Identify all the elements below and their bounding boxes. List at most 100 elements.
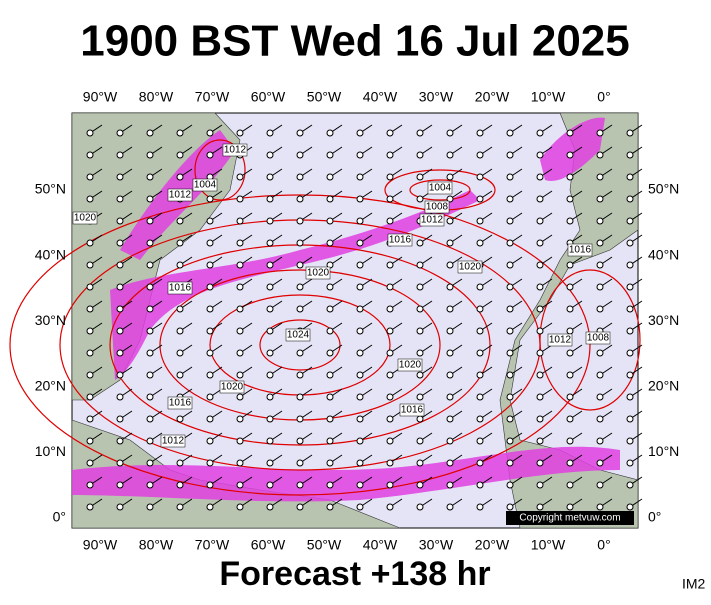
forecast-label: Forecast +138 hr	[219, 555, 490, 593]
station	[386, 327, 394, 335]
station	[116, 327, 124, 335]
station	[536, 129, 544, 137]
station	[86, 195, 94, 203]
isobar-label-bg	[397, 358, 423, 372]
station	[446, 261, 454, 269]
station	[446, 371, 454, 379]
station	[236, 283, 244, 291]
isobar-label-bg	[427, 181, 453, 195]
station	[416, 173, 424, 181]
station	[116, 481, 124, 489]
station	[326, 437, 334, 445]
station	[506, 481, 514, 489]
station	[326, 503, 334, 511]
station	[356, 415, 364, 423]
station	[536, 283, 544, 291]
station	[476, 151, 484, 159]
station	[536, 195, 544, 203]
station	[326, 239, 334, 247]
station	[386, 129, 394, 137]
station	[326, 195, 334, 203]
isobar-label-bg	[585, 331, 611, 345]
station	[596, 261, 604, 269]
station	[476, 129, 484, 137]
station	[626, 151, 634, 159]
station	[536, 371, 544, 379]
station	[296, 305, 304, 313]
station	[566, 305, 574, 313]
station	[536, 481, 544, 489]
station	[506, 305, 514, 313]
labels: 90°W 90°W 80°W 80°W 70°W 70°W 60°W 60°W 50°W 50°W…	[35, 89, 680, 553]
station	[536, 415, 544, 423]
station	[416, 503, 424, 511]
station	[356, 371, 364, 379]
isobar-label: 1012	[169, 190, 192, 201]
isobar-label: 1020	[307, 268, 330, 279]
station	[386, 173, 394, 181]
station	[386, 349, 394, 357]
station	[356, 349, 364, 357]
lon-label-bottom: 80°W	[139, 537, 174, 553]
station	[266, 327, 274, 335]
station	[596, 481, 604, 489]
station	[86, 239, 94, 247]
station	[176, 151, 184, 159]
station	[416, 129, 424, 137]
station	[146, 349, 154, 357]
isobar-label: 1012	[421, 215, 444, 226]
station	[356, 437, 364, 445]
lon-label-top: 70°W	[195, 89, 230, 105]
station	[206, 283, 214, 291]
station	[326, 327, 334, 335]
title: 1900 BST Wed 16 Jul 2025	[80, 17, 629, 66]
station	[146, 481, 154, 489]
station	[296, 283, 304, 291]
station	[86, 305, 94, 313]
lon-label-bottom: 20°W	[475, 537, 510, 553]
station	[446, 195, 454, 203]
station	[236, 239, 244, 247]
isobar-label-bg	[567, 243, 593, 257]
station	[146, 459, 154, 467]
station	[236, 415, 244, 423]
station	[506, 173, 514, 181]
lon-label-top: 60°W	[251, 89, 286, 105]
isobar-label-bg	[547, 333, 573, 347]
station	[326, 305, 334, 313]
station	[596, 393, 604, 401]
lat-label-right: 30°N	[648, 312, 679, 328]
station	[566, 371, 574, 379]
station	[266, 481, 274, 489]
station	[476, 481, 484, 489]
station	[326, 481, 334, 489]
station	[626, 437, 634, 445]
station	[386, 371, 394, 379]
station	[536, 393, 544, 401]
station	[116, 459, 124, 467]
station	[596, 371, 604, 379]
isobar-label-bg	[219, 380, 245, 394]
station	[176, 349, 184, 357]
station	[446, 481, 454, 489]
station	[176, 261, 184, 269]
lon-label-top: 10°W	[531, 89, 566, 105]
station	[626, 481, 634, 489]
station	[116, 173, 124, 181]
station	[416, 371, 424, 379]
station	[206, 261, 214, 269]
station	[206, 459, 214, 467]
station	[176, 481, 184, 489]
lon-label-bottom: 40°W	[363, 537, 398, 553]
station	[536, 217, 544, 225]
isobar-label-bg	[222, 143, 248, 157]
lat-label-left: 10°N	[35, 443, 66, 459]
isobar-label-bg	[424, 200, 450, 214]
station	[386, 195, 394, 203]
station	[596, 239, 604, 247]
station	[596, 503, 604, 511]
station	[386, 503, 394, 511]
isobar-label: 1004	[429, 183, 452, 194]
station	[506, 283, 514, 291]
station	[296, 481, 304, 489]
